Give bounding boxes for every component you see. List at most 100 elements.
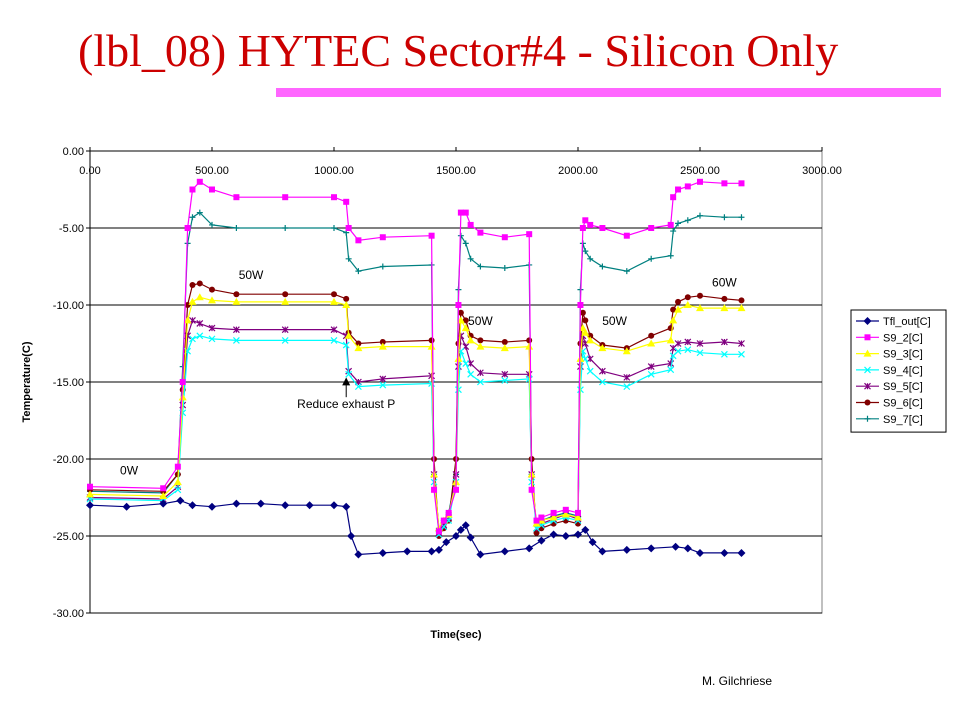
- data-point: [188, 501, 197, 510]
- data-point: [561, 532, 570, 540]
- data-point: [720, 350, 728, 358]
- data-point: [550, 509, 557, 516]
- data-point: [501, 234, 508, 241]
- data-point: [500, 344, 509, 352]
- data-point: [445, 509, 452, 516]
- data-point: [452, 532, 460, 540]
- data-point: [461, 521, 470, 530]
- data-point: [574, 513, 582, 521]
- data-point: [667, 221, 674, 228]
- data-point: [344, 331, 353, 339]
- data-point: [721, 295, 728, 302]
- x-tick-label: 3000.00: [802, 165, 842, 177]
- data-point: [684, 346, 692, 354]
- data-point: [442, 538, 451, 547]
- data-point: [453, 486, 459, 493]
- data-point: [696, 349, 704, 357]
- data-point: [526, 337, 533, 344]
- data-point: [208, 296, 216, 304]
- data-point: [209, 186, 215, 193]
- data-point: [586, 355, 594, 363]
- data-point: [562, 506, 569, 513]
- data-point: [577, 302, 584, 308]
- series-group: [86, 178, 746, 559]
- data-point: [588, 538, 597, 547]
- footer-author: M. Gilchriese: [702, 674, 773, 688]
- data-point: [697, 212, 703, 219]
- data-point: [533, 517, 540, 524]
- data-point: [670, 228, 677, 235]
- data-point: [738, 340, 745, 347]
- data-point: [467, 360, 475, 367]
- data-point: [599, 263, 606, 270]
- data-point: [209, 221, 215, 228]
- data-point: [720, 338, 728, 346]
- data-point: [598, 547, 607, 556]
- data-point: [648, 225, 655, 231]
- data-point: [467, 255, 474, 262]
- y-tick-label: 0.00: [63, 146, 84, 158]
- plot-area: [89, 150, 823, 614]
- data-point: [173, 478, 182, 486]
- data-point: [379, 381, 387, 389]
- data-point: [587, 255, 594, 262]
- legend-label: S9_2[C]: [883, 332, 923, 344]
- legend-label: S9_7[C]: [883, 414, 923, 426]
- data-point: [208, 335, 216, 343]
- data-point: [461, 324, 470, 332]
- data-point: [428, 232, 435, 239]
- data-point: [696, 548, 704, 557]
- data-point: [281, 326, 289, 334]
- data-point: [667, 366, 675, 374]
- data-point: [721, 180, 728, 187]
- data-point: [528, 486, 535, 493]
- data-point: [232, 499, 241, 508]
- axes: 0.00 -5.00 -10.00 -15.00 -20.00 -25.00 -30.00 0…: [21, 146, 842, 641]
- data-point: [347, 532, 356, 540]
- data-point: [863, 349, 872, 357]
- data-point: [671, 542, 680, 551]
- data-point: [500, 547, 509, 556]
- y-tick-label: -20.00: [53, 454, 84, 466]
- data-point: [697, 292, 703, 299]
- data-point: [582, 248, 589, 255]
- data-point: [549, 530, 558, 539]
- data-point: [179, 379, 186, 385]
- data-point: [176, 496, 185, 505]
- data-point: [342, 301, 351, 308]
- series-line: [89, 319, 742, 535]
- data-point: [122, 502, 131, 511]
- data-point: [343, 295, 350, 302]
- slide-title: (lbl_08) HYTEC Sector#4 - Silicon Only: [78, 25, 839, 76]
- legend-label: S9_5[C]: [883, 381, 923, 393]
- data-point: [675, 298, 682, 305]
- data-point: [467, 370, 475, 378]
- data-point: [647, 370, 655, 378]
- data-point: [501, 265, 508, 272]
- data-point: [622, 347, 631, 355]
- data-point: [330, 336, 338, 344]
- data-point: [174, 486, 182, 494]
- data-point: [525, 342, 534, 350]
- data-point: [648, 332, 655, 339]
- data-point: [189, 335, 196, 343]
- data-point: [674, 347, 682, 355]
- data-point: [440, 517, 447, 524]
- x-axis-title: Time(sec): [430, 629, 481, 641]
- data-point: [737, 548, 746, 557]
- data-point: [586, 367, 594, 375]
- data-point: [477, 229, 484, 236]
- data-point: [331, 194, 337, 201]
- data-point: [196, 209, 203, 216]
- data-point: [428, 337, 435, 344]
- data-point: [232, 326, 240, 334]
- data-point: [697, 178, 703, 185]
- data-point: [435, 528, 442, 535]
- data-point: [160, 485, 167, 492]
- data-point: [648, 255, 655, 262]
- data-point: [208, 502, 216, 511]
- data-point: [864, 366, 871, 374]
- x-tick-label: 2500.00: [680, 165, 720, 177]
- data-point: [378, 342, 387, 350]
- data-point: [434, 545, 443, 554]
